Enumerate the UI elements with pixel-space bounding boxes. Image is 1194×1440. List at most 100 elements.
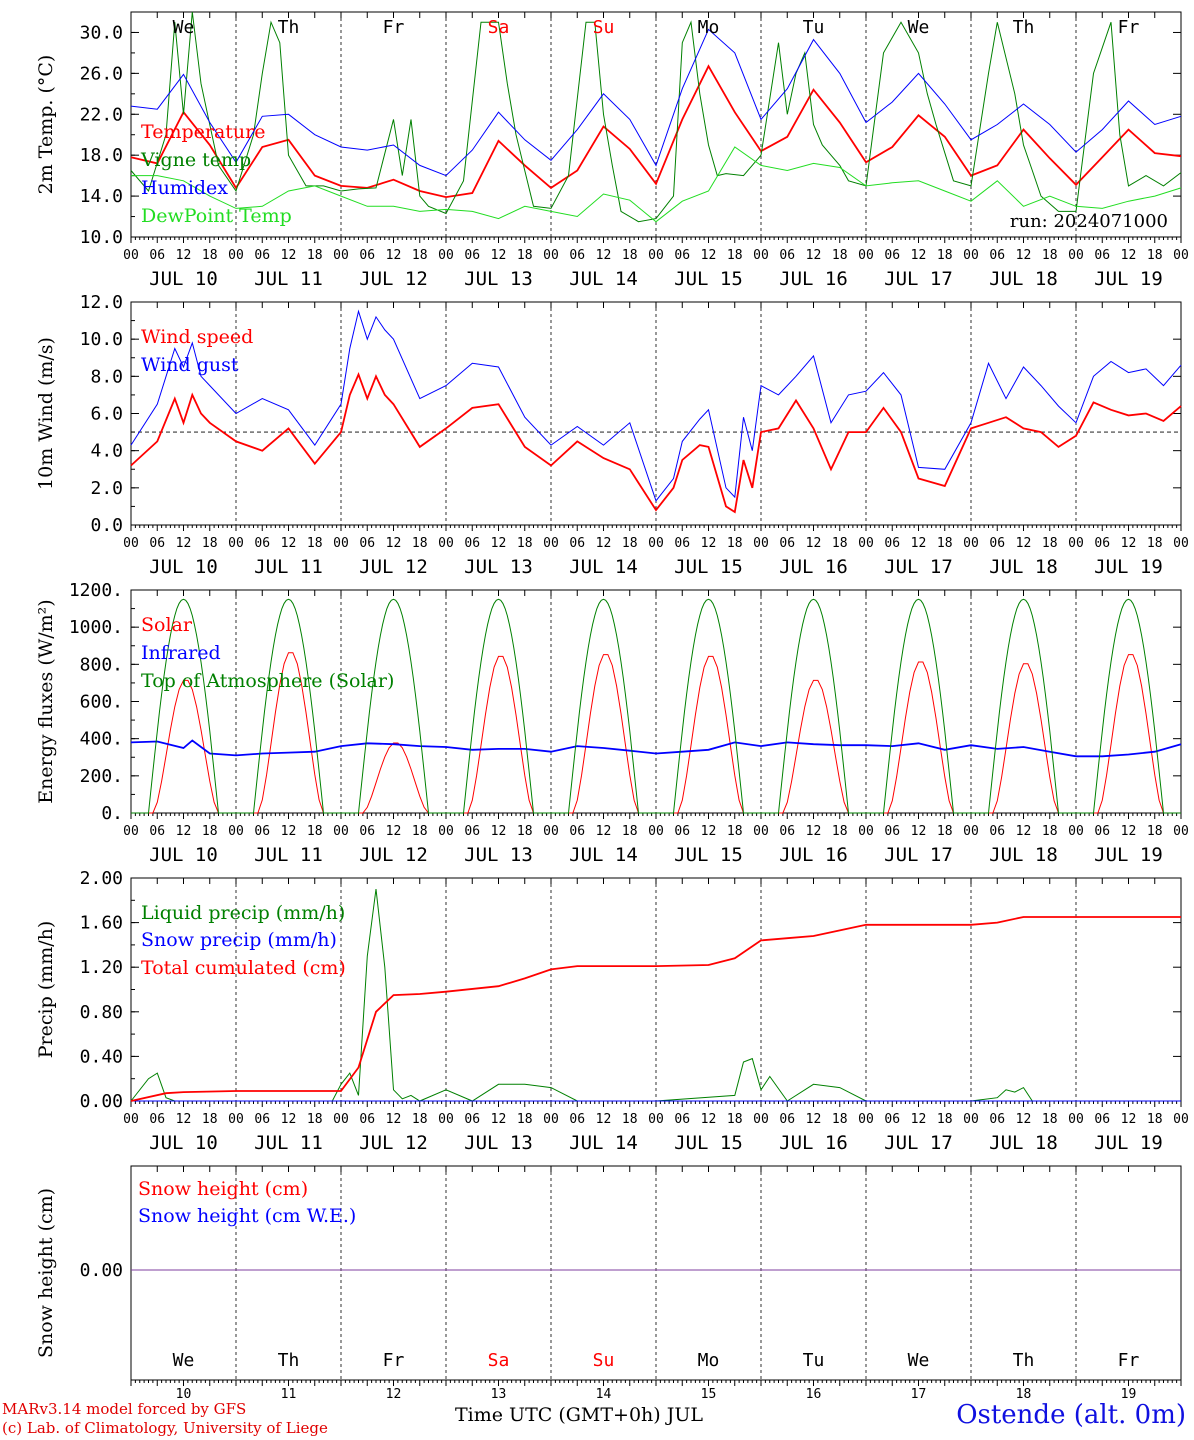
hour-tick-label: 06: [254, 536, 270, 551]
legend-entry: Wind gust: [141, 354, 239, 376]
run-annotation: run: 2024071000: [1010, 211, 1168, 232]
date-label: JUL 13: [464, 1132, 533, 1154]
legend-entry: Snow precip (mm/h): [141, 929, 337, 951]
hour-tick-label: 06: [884, 1112, 900, 1127]
hour-tick-label: 12: [491, 824, 507, 839]
hour-tick-label: 12: [911, 248, 927, 263]
date-label: JUL 14: [569, 1132, 638, 1154]
hour-tick-label: 06: [359, 248, 375, 263]
legend-entry: Liquid precip (mm/h): [141, 902, 345, 924]
hour-tick-label: 00: [648, 824, 664, 839]
hour-tick-label: 12: [386, 248, 402, 263]
y-tick-label: 2.0: [90, 478, 123, 499]
y-tick-label: 400.: [80, 729, 123, 750]
hour-tick-label: 12: [386, 1112, 402, 1127]
date-label: JUL 14: [569, 844, 638, 866]
hour-tick-label: 12: [1121, 1112, 1137, 1127]
date-label: JUL 19: [1094, 556, 1163, 578]
legend-entry: DewPoint Temp: [141, 205, 292, 227]
date-label: JUL 16: [779, 844, 848, 866]
hour-tick-label: 18: [1147, 1112, 1163, 1127]
hour-tick-label: 00: [1068, 1112, 1084, 1127]
date-label: JUL 13: [464, 268, 533, 290]
date-label: JUL 11: [254, 1132, 323, 1154]
panel-4: [130, 877, 1182, 1107]
date-label: JUL 11: [254, 268, 323, 290]
y-tick-label: 800.: [80, 654, 123, 675]
hour-tick-label: 06: [1094, 1112, 1110, 1127]
date-label: JUL 16: [779, 268, 848, 290]
hour-tick-label: 12: [911, 824, 927, 839]
hour-tick-label: 06: [674, 1112, 690, 1127]
weekday-label-bottom: Mo: [698, 1350, 720, 1371]
hour-tick-label: 06: [464, 248, 480, 263]
hour-tick-label: 00: [1173, 1112, 1189, 1127]
hour-tick-label: 00: [543, 248, 559, 263]
hour-tick-label: 06: [674, 536, 690, 551]
hour-tick-label: 06: [1094, 248, 1110, 263]
hour-tick-label: 06: [149, 248, 165, 263]
weekday-label-top: Sa: [488, 17, 510, 38]
hour-tick-label: 12: [281, 1112, 297, 1127]
hour-tick-label: 06: [674, 824, 690, 839]
hour-tick-label: 12: [281, 536, 297, 551]
hour-tick-label: 00: [753, 248, 769, 263]
hour-tick-label: 18: [1042, 248, 1058, 263]
date-label: JUL 17: [884, 556, 953, 578]
weekday-label-top: Th: [278, 17, 300, 38]
day-number-label: 16: [806, 1387, 822, 1402]
hour-tick-label: 12: [176, 248, 192, 263]
date-label: JUL 14: [569, 556, 638, 578]
series-line-humidex: [130, 28, 1182, 177]
hour-tick-label: 00: [963, 248, 979, 263]
hour-tick-label: 00: [123, 248, 139, 263]
date-label: JUL 15: [674, 268, 743, 290]
hour-tick-label: 12: [596, 536, 612, 551]
hour-tick-label: 18: [202, 536, 218, 551]
hour-tick-label: 18: [202, 1112, 218, 1127]
hour-tick-label: 18: [1147, 536, 1163, 551]
hour-tick-label: 18: [412, 1112, 428, 1127]
hour-tick-label: 18: [622, 536, 638, 551]
y-axis-label: 10m Wind (m/s): [35, 337, 57, 490]
plot-frame: [130, 11, 1182, 238]
hour-tick-label: 12: [386, 536, 402, 551]
hour-tick-label: 06: [464, 824, 480, 839]
date-label: JUL 12: [359, 844, 428, 866]
y-tick-label: 200.: [80, 766, 123, 787]
y-tick-label: 22.0: [80, 104, 123, 125]
hour-tick-label: 06: [359, 1112, 375, 1127]
y-tick-label: 1000.: [69, 617, 123, 638]
date-label: JUL 12: [359, 556, 428, 578]
hour-tick-label: 06: [1094, 536, 1110, 551]
hour-tick-label: 00: [333, 536, 349, 551]
date-label: JUL 12: [359, 1132, 428, 1154]
hour-tick-label: 00: [648, 248, 664, 263]
weekday-label-bottom: We: [908, 1350, 930, 1371]
hour-tick-label: 18: [727, 1112, 743, 1127]
hour-tick-label: 00: [123, 824, 139, 839]
hour-tick-label: 06: [464, 1112, 480, 1127]
hour-tick-label: 06: [359, 824, 375, 839]
hour-tick-label: 00: [1173, 824, 1189, 839]
hour-tick-label: 12: [1121, 248, 1137, 263]
hour-tick-label: 12: [491, 1112, 507, 1127]
y-tick-label: 600.: [80, 692, 123, 713]
hour-tick-label: 12: [1016, 536, 1032, 551]
hour-tick-label: 00: [543, 1112, 559, 1127]
hour-tick-label: 00: [438, 824, 454, 839]
day-number-label: 15: [701, 1387, 717, 1402]
hour-tick-label: 06: [254, 1112, 270, 1127]
y-tick-label: 6.0: [90, 404, 123, 425]
date-label: JUL 13: [464, 556, 533, 578]
y-tick-label: 0.00: [80, 1260, 123, 1281]
hour-tick-label: 06: [149, 1112, 165, 1127]
hour-tick-label: 00: [543, 824, 559, 839]
day-number-label: 10: [176, 1387, 192, 1402]
hour-tick-label: 06: [779, 824, 795, 839]
hour-tick-label: 12: [596, 824, 612, 839]
hour-tick-label: 18: [727, 536, 743, 551]
hour-tick-label: 06: [884, 248, 900, 263]
hour-tick-label: 06: [149, 824, 165, 839]
